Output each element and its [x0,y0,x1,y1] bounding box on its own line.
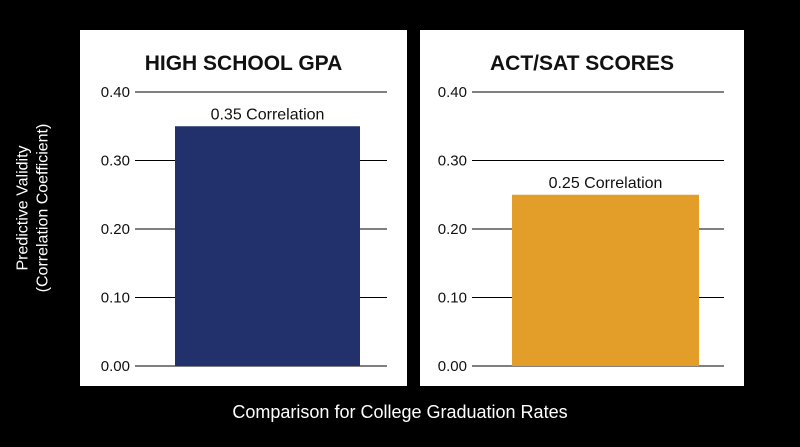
y-tick-label-gpa-1: 0.10 [101,290,130,307]
chart-gpa: HIGH SCHOOL GPA 0.00 0.10 0.20 0.30 0.40 0.35… [101,52,387,375]
y-tick-label-act-sat-3: 0.30 [438,153,467,170]
y-tick-label-act-sat-4: 0.40 [438,84,467,101]
y-tick-label-gpa-4: 0.40 [101,84,130,101]
bar-gpa [175,126,360,366]
data-label-gpa: 0.35 Correlation [211,106,325,123]
y-tick-label-act-sat-0: 0.00 [438,358,467,375]
y-axis-label-line-1: Predictive Validity [14,145,32,271]
y-tick-label-act-sat-1: 0.10 [438,290,467,307]
y-axis-label-text: Predictive Validity (Correlation Coeffic… [13,124,53,293]
y-tick-label-gpa-3: 0.30 [101,153,130,170]
chart-panel-act-sat: ACT/SAT SCORES 0.00 0.10 0.20 0.30 0.40 0.25 … [420,30,744,386]
y-tick-label-gpa-0: 0.00 [101,358,130,375]
y-axis-label-line-2: (Correlation Coefficient) [34,123,52,293]
x-axis-label: Comparison for College Graduation Rates [232,402,568,422]
chart-title-act-sat: ACT/SAT SCORES [490,52,674,75]
chart-panel-gpa: HIGH SCHOOL GPA 0.00 0.10 0.20 0.30 0.40 0.35… [80,30,407,386]
y-tick-label-gpa-2: 0.20 [101,221,130,238]
y-tick-label-act-sat-2: 0.20 [438,221,467,238]
bar-act-sat [512,194,699,366]
data-label-act-sat: 0.25 Correlation [549,175,663,192]
chart-act-sat: ACT/SAT SCORES 0.00 0.10 0.20 0.30 0.40 0.25 … [438,52,724,375]
y-axis-label: Predictive Validity (Correlation Coeffic… [4,30,62,386]
chart-title-gpa: HIGH SCHOOL GPA [145,52,343,75]
